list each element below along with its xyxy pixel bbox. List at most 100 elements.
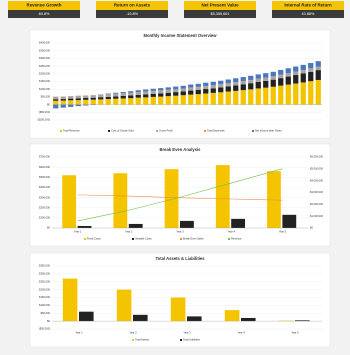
bar-segment [233,91,238,105]
bar-segment [151,94,156,97]
y2-tick-label: $6,000,000 [310,155,324,159]
y2-tick-label: $1,000,000 [310,214,324,218]
bar-segment [181,89,186,92]
bar [62,175,76,228]
bar-segment [68,99,73,101]
bar-segment [106,94,111,95]
bar-segment [316,67,321,70]
bar-segment [53,105,58,109]
bar [282,215,296,228]
y2-tick-label: $3,000,000 [310,190,324,194]
bar-segment [61,99,66,101]
x-tick-label: Year 2 [129,331,137,335]
bar-segment [293,75,298,83]
bar-segment [263,73,268,77]
legend-label: Variable Costs [135,237,152,241]
bar [133,315,148,321]
bar-segment [136,92,141,94]
bar-segment [113,96,118,98]
bar-segment [278,78,283,86]
bar [79,312,94,321]
bar-segment [263,81,268,88]
bar-segment [286,68,291,73]
bar-segment [76,96,81,98]
bar [63,279,78,322]
bar-segment [181,86,186,89]
legend-label: Gross Profit [159,129,173,133]
legend-label: Revenue [231,237,242,241]
bar-segment [293,72,298,75]
legend-swatch [132,339,134,341]
bar-segment [61,101,66,105]
legend-label: Total Assets [135,338,150,342]
bar-segment [211,82,216,85]
bar [165,169,179,228]
bar [113,173,127,228]
bar-segment [53,97,58,99]
bar-segment [248,83,253,89]
legend-label: Total Liabilities [183,338,201,342]
bar-segment [113,93,118,94]
bar-segment [151,97,156,105]
bar-segment [53,99,58,101]
bar [171,298,186,322]
y-tick-label: $200,000 [39,71,50,75]
y-tick-label: $50,000 [41,95,51,99]
y-tick-label: $300,000 [39,56,50,60]
bar-segment [301,82,306,104]
legend-label: Fixed Costs [87,237,101,241]
y-tick-label: $200,000 [39,287,50,291]
legend-swatch [108,130,110,132]
bar-segment [203,89,208,93]
bar-segment [196,90,201,94]
bar-segment [316,70,321,80]
bar-segment [158,88,163,90]
x-tick-label: Year 2 [125,230,133,234]
bar-segment [301,73,306,82]
y-tick-label: $350,000 [39,48,50,52]
bar-segment [233,78,238,82]
kpi-label: Net Present Value [201,3,239,8]
y-tick-label: $50,000 [41,311,51,315]
legend-swatch [156,130,158,132]
bar-segment [196,87,201,90]
bar [78,226,92,228]
y-tick-label: ($100,000) [37,118,50,122]
y-tick-label: $600,000 [39,165,50,169]
bar-segment [188,95,193,105]
legend-swatch [180,339,182,341]
bar-segment [278,86,283,105]
bar-segment [271,80,276,87]
bar-segment [121,96,126,98]
x-tick-label: Year 5 [279,230,287,234]
bar-segment [278,70,283,75]
bar-segment [271,87,276,105]
bar-segment [293,67,298,72]
bar-segment [158,93,163,96]
bar-segment [128,98,133,104]
y-tick-label: ($50,000) [39,110,50,114]
y-tick-label: $150,000 [39,295,50,299]
legend-swatch [132,238,134,240]
bar-segment [256,74,261,78]
x-tick-label: Year 3 [176,230,184,234]
bar [216,165,230,228]
bar-segment [98,95,103,97]
bar-segment [293,84,298,105]
bar-segment [188,85,193,88]
bar-segment [173,96,178,105]
y-tick-label: $100,000 [39,303,50,307]
y-tick-label: $700,000 [39,155,50,159]
bar-segment [106,99,111,105]
legend-swatch [252,130,254,132]
y2-tick-label: $5,000,000 [310,167,324,171]
bar-segment [166,96,171,104]
legend-label: Break Even Sales [183,237,204,241]
x-tick-label: Year 5 [291,331,299,335]
y2-tick-label: $2,000,000 [310,202,324,206]
kpi-label: Internal Rate of Return [284,3,332,8]
legend-label: Cost of Goods Sold [111,129,134,133]
y-tick-label: $300,000 [39,195,50,199]
legend-label: Total Expenses [207,129,225,133]
bar-segment [301,70,306,73]
